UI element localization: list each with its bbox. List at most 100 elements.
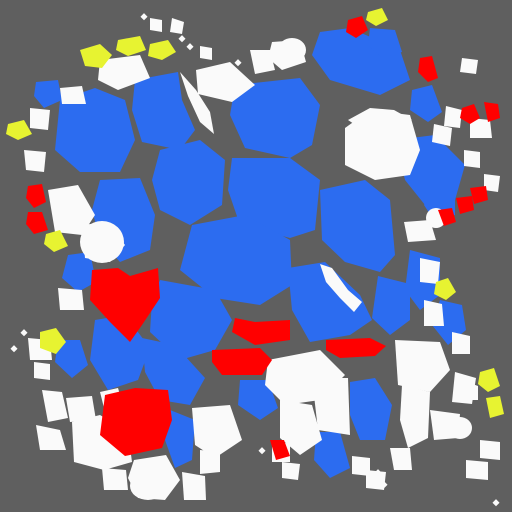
blue-fragments bbox=[34, 28, 466, 478]
fragment-blue bbox=[410, 85, 442, 122]
fragment-yellow bbox=[40, 328, 66, 354]
fragment-white bbox=[470, 118, 492, 138]
fragment-red bbox=[484, 102, 500, 122]
fragment-white bbox=[420, 258, 440, 284]
fragment-yellow bbox=[434, 278, 456, 300]
fragment-red bbox=[438, 208, 456, 226]
fragment-white bbox=[466, 460, 488, 480]
fragment-blue bbox=[150, 280, 232, 360]
fragment-white bbox=[462, 380, 478, 400]
fragment-blue bbox=[34, 80, 62, 108]
fragment-white bbox=[404, 220, 436, 242]
fragment-white bbox=[196, 62, 255, 102]
fragment-white bbox=[448, 417, 472, 439]
fragment-yellow bbox=[6, 120, 32, 140]
fragment-white bbox=[345, 110, 420, 180]
fragment-white bbox=[60, 86, 86, 104]
fragment-yellow bbox=[366, 8, 388, 26]
fragment-red bbox=[232, 318, 290, 345]
fragment-blue bbox=[228, 158, 320, 238]
fragment-red bbox=[456, 196, 474, 214]
fragment-white bbox=[395, 340, 450, 392]
fragment-white bbox=[424, 300, 444, 326]
fragment-white bbox=[444, 106, 462, 128]
fragment-red bbox=[100, 388, 172, 456]
fragment-red bbox=[326, 338, 386, 358]
highlight-white bbox=[348, 108, 412, 128]
fragment-red bbox=[90, 268, 160, 342]
fragment-yellow bbox=[44, 230, 68, 252]
fragment-white bbox=[48, 185, 95, 235]
fragment-white bbox=[24, 150, 46, 172]
fragment-blue bbox=[180, 215, 292, 305]
white-round-fragments bbox=[80, 38, 472, 500]
tiny-fragment bbox=[234, 59, 242, 67]
fragment-blue bbox=[230, 78, 320, 158]
fragment-white bbox=[282, 462, 300, 480]
fragment-white bbox=[192, 405, 242, 458]
fragment-red bbox=[26, 212, 48, 234]
fragment-white bbox=[200, 450, 220, 474]
tiny-diamonds bbox=[10, 13, 500, 507]
fragment-red bbox=[470, 186, 488, 204]
fragment-white bbox=[98, 55, 150, 90]
fragment-red bbox=[270, 440, 290, 460]
fragment-yellow bbox=[116, 36, 146, 56]
fragment-white bbox=[200, 46, 212, 60]
fragment-blue bbox=[368, 28, 402, 58]
fragment-blue bbox=[62, 252, 96, 292]
fragment-white bbox=[352, 456, 370, 476]
yellow-fragments bbox=[6, 8, 504, 418]
fragment-white bbox=[34, 362, 50, 380]
fragment-blue bbox=[55, 340, 88, 378]
fragment-yellow bbox=[80, 44, 112, 68]
tiny-fragment bbox=[178, 35, 186, 43]
fragment-yellow bbox=[486, 396, 504, 418]
red-fragments bbox=[26, 16, 500, 460]
fragment-white bbox=[182, 472, 206, 500]
tiny-fragment bbox=[492, 499, 500, 507]
fragment-white bbox=[36, 425, 66, 450]
fragment-red bbox=[418, 56, 438, 82]
fragment-white bbox=[484, 174, 500, 192]
fragment-white bbox=[30, 108, 50, 130]
fragment-white bbox=[170, 18, 184, 34]
fragment-blue bbox=[320, 180, 395, 272]
fragment-white bbox=[432, 124, 452, 146]
fragment-yellow bbox=[478, 368, 500, 392]
fragment-blue bbox=[152, 140, 225, 225]
fragment-red bbox=[346, 16, 368, 38]
fragment-white bbox=[280, 400, 322, 455]
fragment-blue bbox=[288, 262, 372, 342]
tiny-fragment bbox=[140, 13, 148, 21]
fragment-red bbox=[460, 104, 480, 124]
white-highlights bbox=[180, 72, 412, 312]
fragment-red bbox=[212, 348, 272, 375]
tiny-fragment bbox=[374, 469, 382, 477]
fragment-white bbox=[464, 150, 480, 168]
fragment-white bbox=[80, 221, 124, 263]
fragment-white bbox=[58, 288, 84, 310]
fragment-white bbox=[66, 396, 96, 422]
fragment-white bbox=[400, 385, 430, 448]
fragment-yellow bbox=[148, 40, 176, 60]
fragment-white bbox=[480, 440, 500, 460]
white-fragments bbox=[24, 18, 500, 500]
fragment-white bbox=[250, 50, 275, 74]
tiny-fragment bbox=[186, 43, 194, 51]
fragment-white bbox=[278, 38, 306, 62]
fragment-blue bbox=[132, 72, 195, 150]
highlight-white bbox=[180, 72, 214, 134]
fragment-blue bbox=[350, 378, 392, 440]
fragment-blue bbox=[372, 276, 410, 335]
fragment-blue bbox=[55, 88, 135, 172]
fragment-red bbox=[26, 184, 46, 208]
fragment-blue bbox=[165, 410, 195, 468]
fragment-white bbox=[460, 58, 478, 74]
fragment-white bbox=[42, 390, 68, 422]
fragment-white bbox=[390, 448, 412, 470]
fragment-white bbox=[130, 472, 166, 500]
fragment-white bbox=[312, 378, 350, 435]
highlight-white bbox=[320, 264, 362, 312]
